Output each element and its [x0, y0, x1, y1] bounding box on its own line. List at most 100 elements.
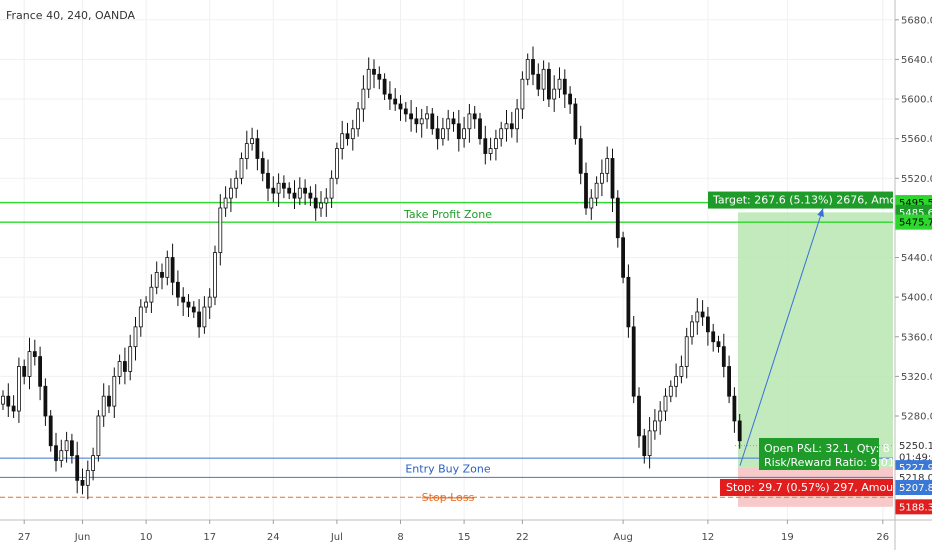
candle	[340, 120, 345, 160]
price-tag-label: 5207.8	[899, 483, 932, 494]
candle-body	[154, 271, 159, 288]
price-tag-label: 5227.9	[899, 463, 932, 474]
candle	[536, 63, 541, 97]
candle-body	[75, 455, 80, 481]
candle-body	[737, 420, 742, 442]
candle-body	[266, 172, 270, 189]
price-tick-label: 5280.0	[901, 412, 932, 423]
candle-body	[674, 375, 678, 387]
candle-body	[377, 73, 382, 80]
candle-body	[456, 123, 461, 140]
candle-body	[440, 128, 445, 140]
candle-body	[239, 158, 244, 179]
candle-body	[419, 118, 424, 125]
candle	[138, 299, 143, 337]
candle-body	[684, 336, 689, 367]
time-tick-label: 10	[140, 532, 153, 543]
candle-body	[414, 118, 419, 125]
candle	[626, 264, 631, 338]
candle-body	[594, 182, 599, 199]
candle	[197, 299, 202, 338]
price-tick-label: 5360.0	[901, 332, 932, 343]
candle	[589, 189, 594, 220]
candle	[16, 357, 21, 423]
price-tag: 5475.7	[895, 214, 932, 230]
candle-body	[43, 385, 48, 417]
candle	[706, 307, 710, 346]
candle-body	[615, 197, 620, 239]
candle	[154, 261, 159, 295]
time-tick-label: 26	[876, 532, 889, 543]
candle	[716, 335, 721, 353]
candle-body	[271, 187, 276, 194]
candle	[303, 179, 308, 206]
candle-body	[732, 395, 737, 422]
candle	[727, 355, 731, 404]
candle	[493, 129, 498, 161]
candle-body	[727, 366, 731, 397]
candle-body	[706, 316, 710, 333]
candle-body	[621, 237, 625, 278]
candle	[70, 433, 74, 464]
price-axis[interactable]: 5680.0 5640.0 5600.0 5560.0 5520.0 5440.0 5400…	[895, 15, 932, 423]
candle	[281, 175, 286, 199]
price-tick-label: 5560.0	[901, 134, 932, 145]
price-tag-label: 5485.6	[899, 208, 932, 219]
entry-buy-label: Entry Buy Zone	[405, 462, 491, 475]
price-tag-bg	[895, 480, 932, 496]
candle	[721, 333, 726, 378]
candle	[91, 447, 95, 481]
candle	[80, 468, 85, 495]
stop-info-text: Stop: 29.7 (0.57%) 297, Amount: 76	[726, 481, 926, 494]
candle-body	[637, 395, 641, 437]
candle-body	[80, 479, 85, 486]
candle	[541, 60, 546, 102]
candle-body	[255, 138, 260, 159]
candle-body	[462, 128, 467, 140]
candle-body	[85, 470, 90, 486]
candle	[144, 296, 149, 313]
candle	[403, 102, 408, 122]
price-tag-label: 5475.7	[899, 218, 932, 229]
candle	[366, 57, 371, 99]
candle	[297, 177, 302, 206]
candle	[605, 146, 610, 183]
candle	[292, 180, 297, 209]
candle	[250, 127, 255, 151]
price-tags: 5495.55485.65475.75250.101:49:485227.952…	[895, 195, 932, 515]
candle	[700, 300, 705, 326]
candle-body	[48, 415, 53, 447]
price-tick-label: 5400.0	[901, 293, 932, 304]
projection-arrow[interactable]	[739, 208, 824, 466]
candle	[658, 401, 663, 435]
candle-body	[70, 440, 74, 457]
candle-body	[324, 197, 329, 204]
candle-body	[319, 202, 323, 209]
candle-body	[303, 187, 308, 194]
candle	[191, 301, 196, 318]
candle	[663, 388, 668, 421]
candle-body	[425, 113, 429, 120]
candle	[112, 367, 117, 418]
candle	[48, 410, 53, 452]
candle	[568, 86, 572, 114]
chart-title: France 40, 240, OANDA	[6, 9, 136, 22]
candle	[430, 107, 435, 135]
candle	[244, 130, 249, 170]
candle-body	[525, 59, 530, 80]
candle-body	[531, 59, 535, 75]
candle	[266, 159, 270, 202]
candle-body	[165, 257, 170, 278]
candle	[350, 119, 355, 151]
candle-body	[128, 346, 133, 372]
candle-body	[38, 356, 42, 387]
candle	[679, 355, 684, 384]
projection-arrow-head	[817, 208, 824, 218]
time-axis[interactable]: 27 Jun 10 17 24 Jul 8 15 22 Aug 12 19 26	[18, 520, 889, 543]
candle	[409, 100, 414, 132]
open-pl-box	[759, 438, 879, 470]
risk-reward-text: Risk/Reward Ratio: 9.01	[764, 456, 895, 469]
candle-body	[160, 271, 164, 278]
candle-body	[144, 301, 149, 308]
candle	[271, 176, 276, 203]
